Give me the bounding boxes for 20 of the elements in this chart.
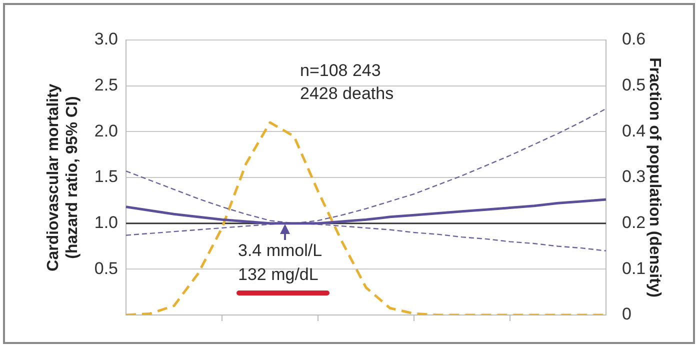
y-tick-label: 1.5 xyxy=(94,167,118,186)
y-tick-label: 3.0 xyxy=(94,30,118,49)
y2-tick-label: 0.2 xyxy=(622,213,646,232)
y2-tick-label: 0.5 xyxy=(622,76,646,95)
y2-tick-label: 0.3 xyxy=(622,167,646,186)
y-tick-label: 2.5 xyxy=(94,76,118,95)
y2-tick-label: 0.4 xyxy=(622,121,646,140)
annotation: 2428 deaths xyxy=(300,84,394,103)
annotation: n=108 243 xyxy=(300,61,381,80)
line-series xyxy=(125,108,607,224)
y-axis-title: Cardiovascular mortality (hazard ratio, 95% CI) xyxy=(45,84,82,272)
y-tick-label: 1.0 xyxy=(94,213,118,232)
y-tick-label: 2.0 xyxy=(94,121,118,140)
y2-axis-title: Fraction of population (density) xyxy=(646,58,663,298)
annotation: 3.4 mmol/L xyxy=(238,241,322,260)
y2-tick-label: 0.1 xyxy=(622,258,646,278)
annotation: 132 mg/dL xyxy=(238,265,318,284)
y2-tick-label: 0.6 xyxy=(622,30,646,49)
y2-tick-label: 0 xyxy=(622,304,632,324)
y-tick-label: 0.5 xyxy=(94,258,118,278)
